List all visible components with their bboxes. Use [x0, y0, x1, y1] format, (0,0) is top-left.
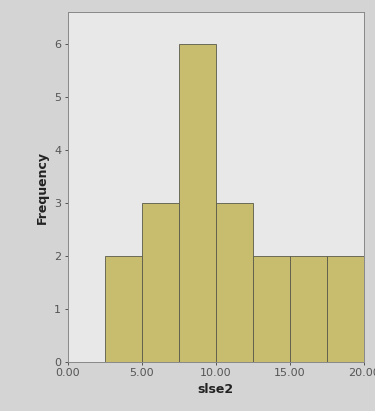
Bar [290, 256, 327, 362]
Bar [105, 256, 142, 362]
Bar [216, 203, 253, 362]
Bar [253, 256, 290, 362]
Bar [142, 203, 178, 362]
Bar [327, 256, 364, 362]
Bar [178, 44, 216, 362]
X-axis label: slse2: slse2 [198, 383, 234, 397]
Y-axis label: Frequency: Frequency [36, 150, 49, 224]
